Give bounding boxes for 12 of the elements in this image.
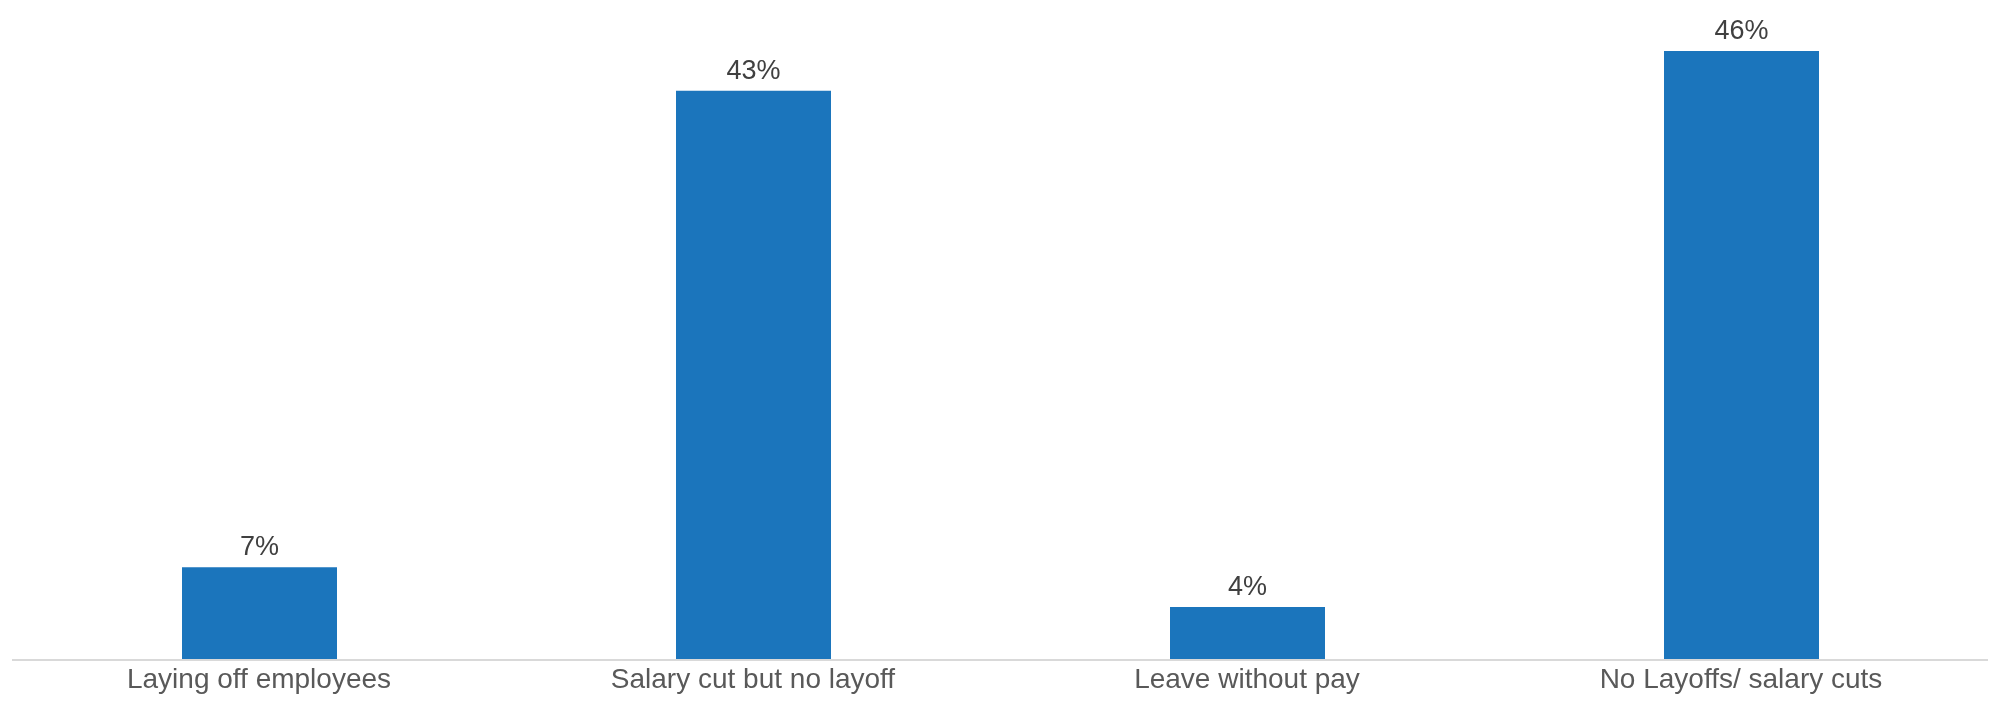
data-label: 46% [1714, 15, 1769, 45]
data-label: 7% [239, 531, 280, 562]
x-tick-label: Leave without pay [1134, 662, 1360, 694]
bar [1664, 51, 1819, 660]
x-tick-label: Laying off employees [126, 662, 392, 694]
bar [1170, 607, 1325, 660]
bar [676, 90, 831, 660]
x-tick-label: Salary cut but no layoff [610, 662, 896, 694]
data-label: 43% [726, 54, 781, 85]
x-tick-label: No Layoffs/ salary cuts [1599, 662, 1883, 694]
bar [182, 567, 337, 660]
data-label: 4% [1227, 571, 1268, 602]
